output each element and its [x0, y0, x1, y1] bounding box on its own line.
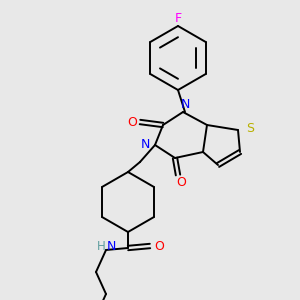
- Text: N: N: [180, 98, 190, 110]
- Text: N: N: [140, 139, 150, 152]
- Text: H: H: [97, 241, 105, 254]
- Text: O: O: [127, 116, 137, 128]
- Text: O: O: [154, 239, 164, 253]
- Text: S: S: [246, 122, 254, 134]
- Text: O: O: [176, 176, 186, 190]
- Text: F: F: [174, 11, 182, 25]
- Text: N: N: [106, 241, 116, 254]
